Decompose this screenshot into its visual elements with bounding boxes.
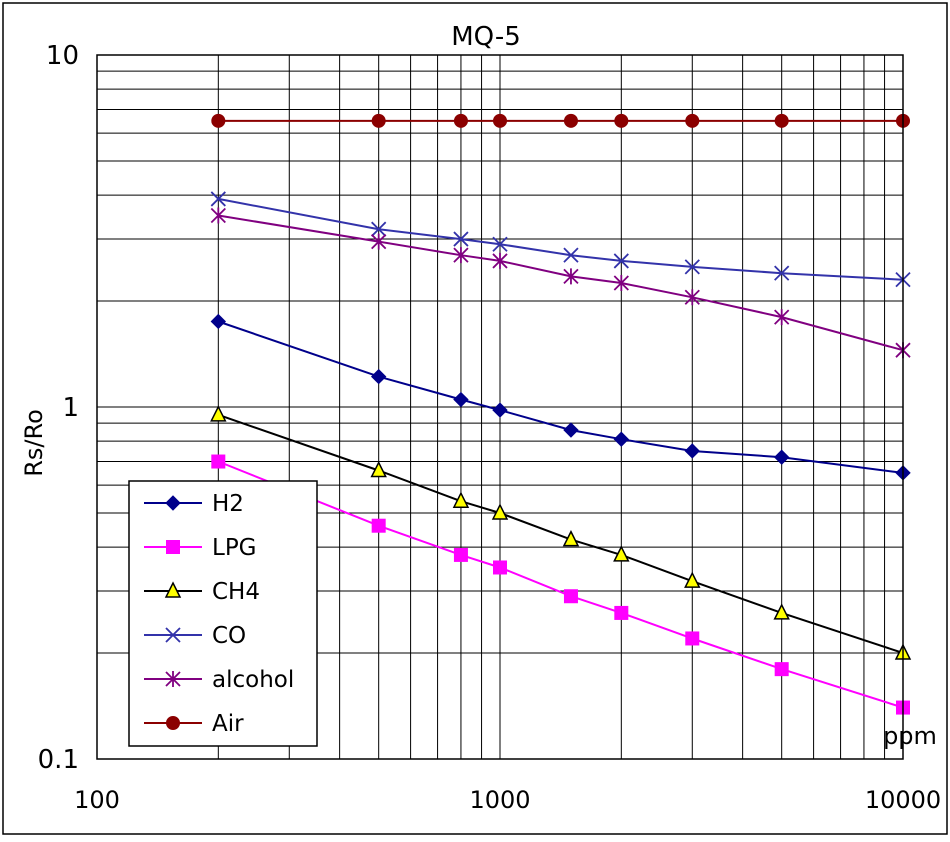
y-tick-label: 1 xyxy=(62,393,79,423)
legend-marker xyxy=(165,671,181,687)
legend-label: LPG xyxy=(212,535,257,561)
data-point xyxy=(685,631,700,646)
data-point xyxy=(774,662,789,677)
legend-marker xyxy=(165,627,181,643)
data-point xyxy=(453,391,469,408)
data-point xyxy=(685,113,700,128)
data-point xyxy=(371,221,387,237)
data-point xyxy=(492,236,508,252)
data-point xyxy=(563,589,578,604)
data-point xyxy=(614,605,629,620)
y-tick-label: 0.1 xyxy=(38,745,79,775)
series-lpg xyxy=(211,454,910,715)
data-point xyxy=(774,309,790,326)
data-point xyxy=(774,265,790,281)
data-point xyxy=(684,259,700,275)
data-point xyxy=(684,289,700,306)
x-axis-unit-label: ppm xyxy=(883,722,937,750)
data-point xyxy=(371,518,386,533)
data-point xyxy=(774,113,789,128)
series-ch4 xyxy=(210,405,912,660)
plot-area-border xyxy=(96,54,904,760)
data-point xyxy=(211,113,226,128)
data-point xyxy=(613,275,629,292)
data-point xyxy=(210,405,227,422)
legend-item: Air xyxy=(144,711,244,737)
data-point xyxy=(563,113,578,128)
series-h2 xyxy=(210,313,911,481)
x-tick-label: 1000 xyxy=(469,786,530,814)
data-point xyxy=(563,268,579,285)
data-point xyxy=(562,529,580,547)
y-axis-label: Rs/Ro xyxy=(20,409,48,477)
legend-marker xyxy=(165,495,181,511)
data-point xyxy=(491,503,509,520)
legend-label: CO xyxy=(212,623,246,649)
data-point xyxy=(492,252,508,269)
legend-marker xyxy=(164,581,182,598)
series-air xyxy=(211,113,910,128)
legend-label: Air xyxy=(212,711,244,737)
data-point xyxy=(613,545,630,562)
legend-label: CH4 xyxy=(212,579,260,605)
data-point xyxy=(452,491,470,508)
data-point xyxy=(684,443,700,459)
data-point xyxy=(453,113,468,128)
legend-box xyxy=(128,480,318,747)
legend-label: H2 xyxy=(212,491,244,517)
data-point xyxy=(210,191,226,207)
data-point xyxy=(453,231,469,247)
series-co xyxy=(210,191,911,288)
chart-title: MQ-5 xyxy=(451,22,521,52)
data-point xyxy=(371,113,386,128)
data-point xyxy=(493,113,507,128)
data-point xyxy=(453,247,469,264)
series-layer xyxy=(210,113,912,715)
data-point xyxy=(493,560,507,575)
data-point xyxy=(563,247,579,263)
axis-layer: 100 1000 10000 10 1 0.1 xyxy=(38,41,942,814)
legend-item: CO xyxy=(144,623,246,649)
legend-item: alcohol xyxy=(144,667,294,693)
legend-item: H2 xyxy=(144,491,244,517)
data-point xyxy=(492,402,508,418)
data-point xyxy=(773,449,790,465)
legend-item: LPG xyxy=(144,535,257,561)
legend-label: alcohol xyxy=(212,667,294,693)
data-point xyxy=(613,253,629,269)
legend: H2 LPG CH4 CO alcohol Air xyxy=(128,480,318,747)
x-tick-label: 100 xyxy=(74,786,120,814)
legend-marker xyxy=(166,540,180,554)
data-point xyxy=(773,603,790,620)
data-point xyxy=(684,571,701,588)
data-point xyxy=(211,454,226,469)
data-point xyxy=(210,313,227,330)
data-point xyxy=(370,368,387,385)
data-point xyxy=(453,547,468,562)
legend-item: CH4 xyxy=(144,579,260,605)
x-tick-label: 10000 xyxy=(865,786,941,814)
data-point xyxy=(614,113,629,128)
data-point xyxy=(210,207,226,224)
legend-marker xyxy=(166,716,180,730)
data-point xyxy=(371,233,387,250)
data-point xyxy=(370,460,387,478)
data-point xyxy=(613,431,630,447)
y-tick-label: 10 xyxy=(46,41,79,71)
data-point xyxy=(563,422,579,438)
series-alcohol xyxy=(210,207,911,359)
